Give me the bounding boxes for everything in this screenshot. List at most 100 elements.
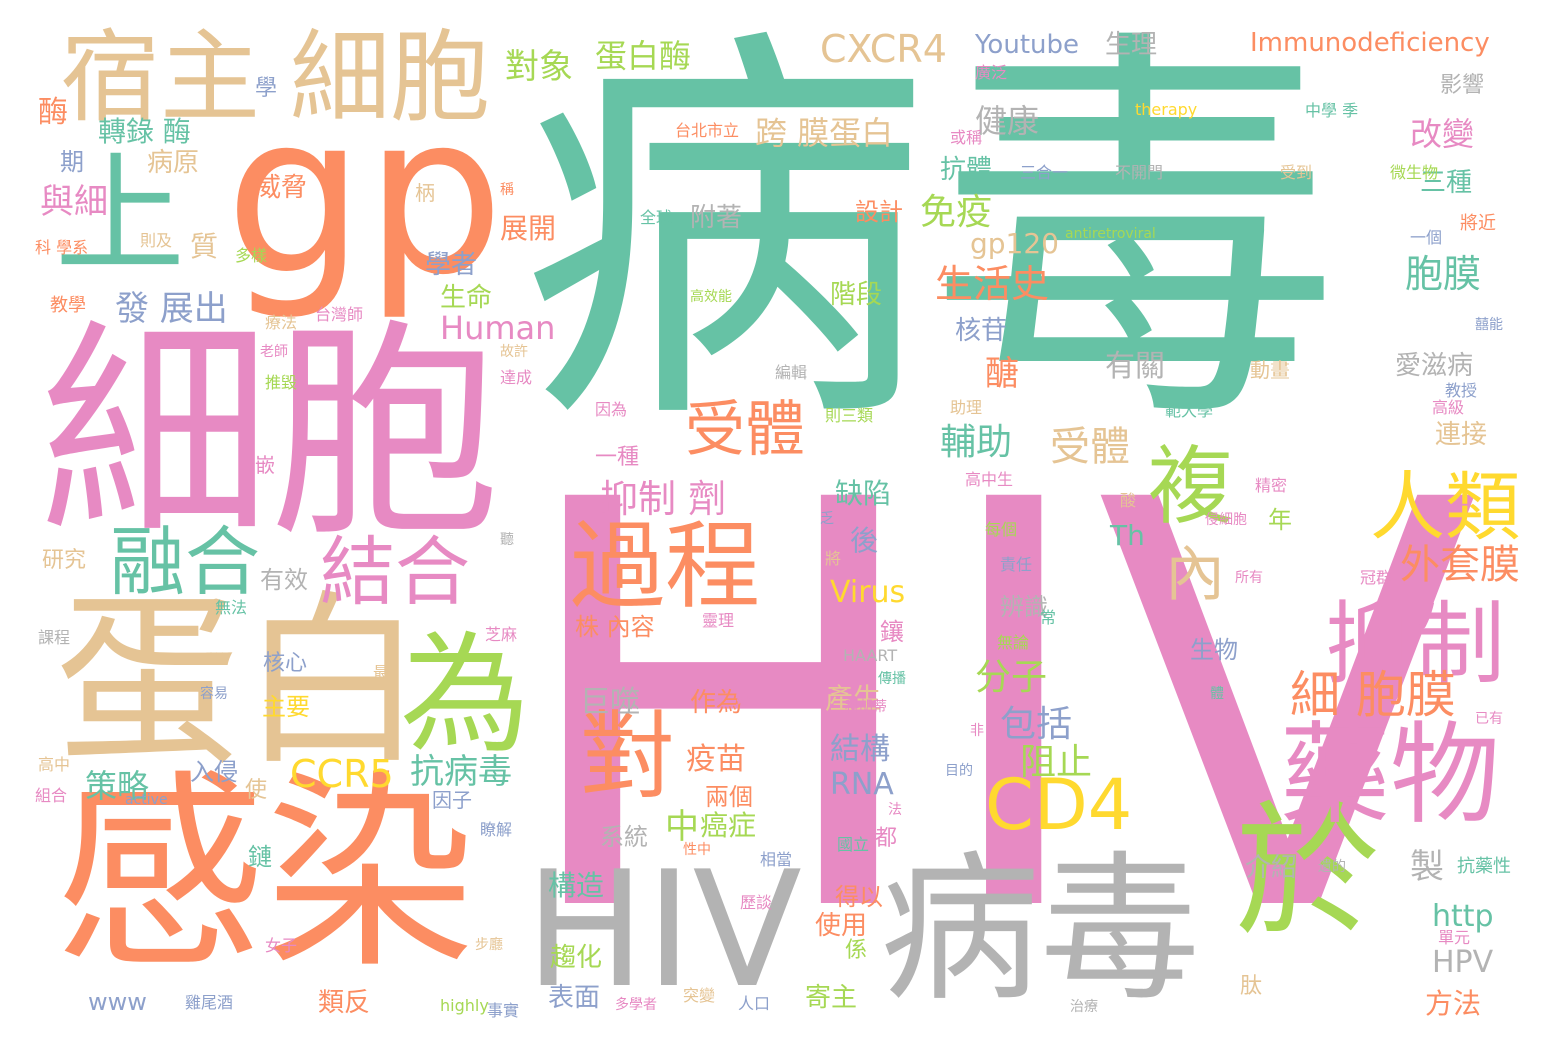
cloud-word: 複 — [1148, 438, 1234, 537]
cloud-word: 細胞 — [290, 19, 490, 136]
cloud-word: 因為 — [595, 400, 628, 419]
cloud-word: 或稱 — [950, 128, 983, 147]
cloud-word: Human — [440, 309, 556, 347]
cloud-word: 台灣師 — [315, 305, 364, 324]
cloud-word: 策略 — [85, 767, 150, 805]
cloud-word: 鏈 — [248, 843, 272, 871]
cloud-word: http — [1432, 899, 1494, 934]
cloud-word: 受體 — [685, 395, 805, 465]
cloud-word: CD4 — [985, 764, 1133, 846]
cloud-word: 阻止 — [1020, 742, 1093, 783]
cloud-word: 單元 — [1438, 928, 1471, 947]
cloud-word: 廣泛 — [975, 63, 1008, 82]
cloud-word: 中學 季 — [1305, 101, 1359, 120]
cloud-word: Immunodeficiency — [1250, 28, 1490, 58]
cloud-word: 女子 — [265, 936, 298, 955]
cloud-word: 傳播 — [878, 671, 906, 687]
cloud-word: 抗體 — [940, 155, 993, 185]
cloud-word: 療法 — [265, 313, 298, 332]
cloud-word: 發 展出 — [115, 289, 228, 329]
cloud-word: 生命 — [440, 283, 493, 313]
cloud-word: 展開 — [500, 212, 557, 245]
cloud-word: 治療 — [1070, 999, 1098, 1015]
cloud-word: 三合一 — [1020, 163, 1069, 182]
cloud-word: 每個 — [985, 520, 1018, 539]
cloud-word: 癌症 — [700, 809, 757, 842]
cloud-word: 疫苗 — [686, 742, 746, 777]
cloud-word: 構造 — [548, 869, 605, 902]
cloud-word: 步廳 — [475, 937, 503, 953]
cloud-word: 中 — [665, 807, 699, 847]
cloud-word: 多學者 — [615, 997, 657, 1013]
cloud-word: 使用 — [815, 911, 868, 941]
cloud-word: gp120 — [970, 227, 1059, 260]
cloud-word: 課程 — [38, 628, 71, 647]
cloud-word: 不開門 — [1115, 163, 1164, 182]
cloud-word: 病原 — [147, 148, 200, 178]
cloud-word: 跨 膜蛋白 — [755, 114, 894, 152]
cloud-word: 教學 — [50, 295, 86, 316]
cloud-word: 責任 — [1000, 555, 1033, 574]
cloud-word: 將 — [825, 549, 842, 568]
cloud-word: 醣 — [985, 354, 1019, 394]
cloud-word: 學者 — [425, 250, 478, 280]
cloud-word: 科 學系 — [35, 238, 89, 257]
cloud-word: 編輯 — [775, 363, 808, 382]
cloud-word: 無法 — [215, 598, 248, 617]
cloud-word: 期 — [60, 148, 84, 176]
cloud-word: 瞭解 — [480, 820, 513, 839]
cloud-word: 一個 — [1410, 228, 1443, 247]
cloud-word: 寄主 — [805, 983, 858, 1013]
cloud-word: 全球 — [640, 208, 673, 227]
cloud-word: 方法 — [1425, 987, 1482, 1020]
cloud-word: 研究 — [42, 548, 87, 573]
cloud-word: 三種 — [1420, 168, 1473, 198]
cloud-word: 改變 — [1410, 115, 1475, 153]
cloud-word: 常 — [1040, 608, 1057, 627]
cloud-word: 上 — [55, 139, 186, 291]
cloud-word: Virus — [830, 575, 906, 610]
cloud-word: 抗藥性 — [1457, 856, 1511, 877]
cloud-word: HIV — [525, 836, 802, 1023]
cloud-word: 性中 — [683, 842, 711, 858]
cloud-word: 外套膜 — [1400, 542, 1520, 588]
cloud-word: 結合 — [320, 528, 471, 616]
cloud-word: 質 — [190, 230, 219, 263]
cloud-word: 作為 — [690, 688, 743, 718]
cloud-word: 多樣 — [235, 246, 268, 265]
cloud-word: 核心 — [263, 651, 308, 676]
cloud-word: gp — [225, 67, 505, 323]
cloud-word: 得以 — [835, 883, 883, 911]
cloud-word: 已有 — [1475, 711, 1503, 727]
cloud-word: highly — [440, 996, 489, 1015]
cloud-word: 體 — [1210, 686, 1224, 702]
cloud-word: CXCR4 — [820, 27, 947, 71]
cloud-word: 法 — [888, 802, 902, 818]
cloud-word: 結構 — [830, 732, 890, 767]
cloud-word: 則及 — [140, 231, 173, 250]
cloud-word: 相當 — [760, 850, 793, 869]
cloud-word: RNA — [830, 767, 894, 802]
cloud-word: 過程 — [570, 512, 761, 622]
cloud-word: 最 — [373, 663, 390, 682]
cloud-word: 則三類 — [825, 406, 874, 425]
cloud-word: 對象 — [505, 47, 573, 87]
cloud-word: 系統 — [600, 823, 648, 851]
cloud-word: 乏 — [820, 511, 834, 527]
cloud-word: HPV — [1432, 945, 1494, 980]
cloud-word: 與細 — [40, 182, 108, 222]
cloud-word: 一種 — [595, 445, 640, 470]
cloud-word: 稱 — [500, 182, 514, 198]
cloud-word: 有關 — [1105, 349, 1165, 384]
cloud-word: 輔助 — [940, 422, 1013, 463]
cloud-word: 對 — [580, 702, 676, 812]
cloud-word: 因子 — [432, 788, 472, 812]
cloud-word: HIV — [510, 384, 1480, 1036]
cloud-word: 辨識 — [1000, 593, 1048, 621]
cloud-word: 都 — [875, 826, 898, 851]
cloud-word: 高中 — [38, 755, 71, 774]
cloud-word: 受體 — [1050, 424, 1130, 470]
cloud-word: 愛滋病 — [1395, 351, 1474, 381]
cloud-word: 巨噬 — [580, 685, 640, 720]
